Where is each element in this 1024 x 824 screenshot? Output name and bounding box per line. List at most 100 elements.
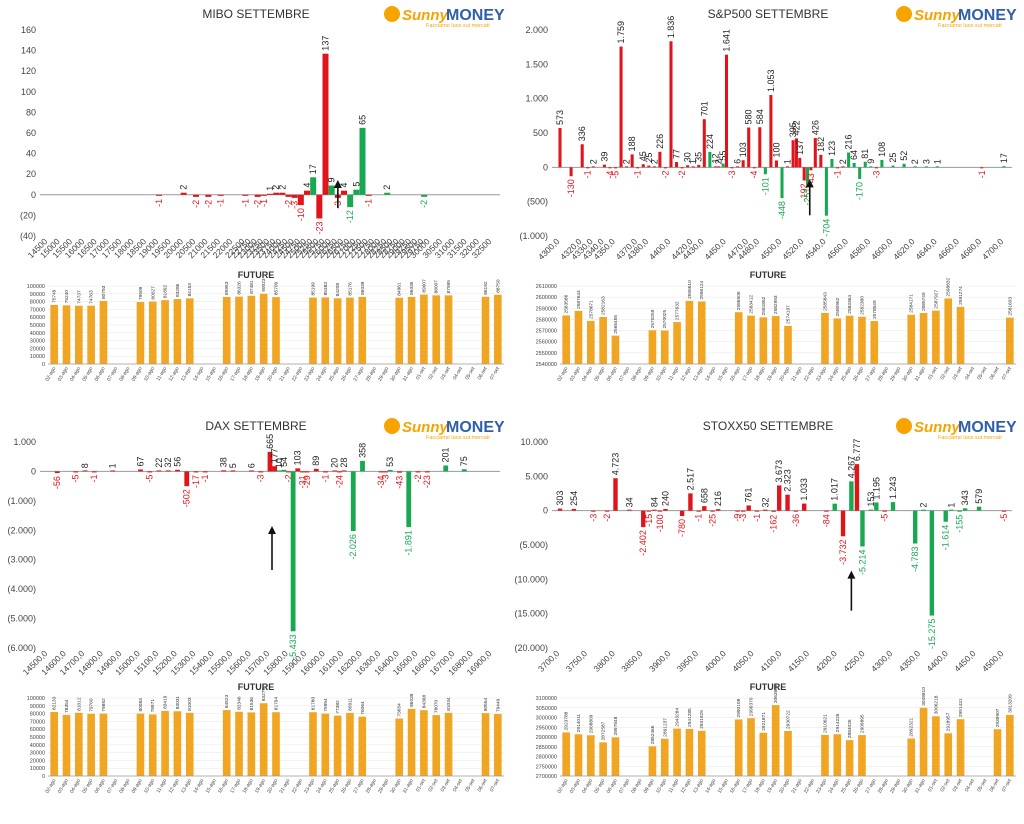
sp500-future-bar [1006, 317, 1014, 364]
dax-bar-label: 8 [80, 463, 90, 468]
mibo-bar-label: -3 [290, 201, 300, 209]
mibo-future-date-label: 05-ago [81, 366, 94, 383]
mibo-future-bar-label: 85383 [323, 282, 329, 296]
dax-arrow-head [268, 526, 276, 534]
stoxx50-future-y-tick-label: 2900000 [536, 735, 557, 741]
dax-future-date-label: 24-ago [316, 778, 329, 795]
sp500-bar [863, 161, 867, 168]
stoxx50-bar-label: -2 [602, 514, 612, 522]
sp500-future-bar [833, 318, 842, 364]
sp500-bar [713, 166, 717, 168]
mibo-future-bar [247, 295, 256, 364]
stoxx50-bar-label: -15 [644, 514, 654, 527]
mibo-future-bar-label: 87995 [446, 280, 452, 294]
dax-bar [54, 471, 60, 474]
dax-future-date-label: 07-set [489, 777, 501, 793]
dax-future-bar [99, 713, 108, 776]
mibo-future-date-label: 12-ago [168, 366, 181, 383]
stoxx50-future-bar [944, 733, 953, 776]
stoxx50-bar [943, 510, 948, 522]
sp500-future-bar [599, 317, 607, 364]
mibo-future-bar-label: 75240 [64, 290, 70, 304]
dax-future-bar [161, 710, 169, 776]
dax-future-date-label: 04-set [452, 777, 464, 793]
sp500-future-date-label: 02-ago [556, 366, 569, 383]
dax-future-y-tick-label: 70000 [30, 719, 45, 725]
mibo-future-date-label: 03-set [440, 365, 452, 381]
dax-future-bar [247, 712, 256, 776]
sp500-bar [647, 165, 651, 168]
mibo-future-date-label: 16-ago [217, 366, 230, 383]
mibo-future-date-label: 09-ago [131, 366, 144, 383]
sp500-bar-label: 224 [705, 134, 715, 149]
sp500-future-date-label: 06-set [989, 365, 1001, 381]
stoxx50-logo-word1: Sunny [914, 419, 960, 436]
stoxx50-future-bar-label: 2914226 [835, 713, 841, 732]
sp500-future-bar-label: 2584171 [909, 294, 915, 313]
stoxx50-bar-label: -3 [738, 514, 748, 522]
stoxx50-bar [785, 494, 790, 511]
stoxx50-y-tick-label: (10.000) [514, 574, 548, 584]
sp500-future-date-label: 25-ago [840, 366, 853, 383]
sp500-future-bar [562, 315, 570, 364]
dax-future-date-label: 13-ago [180, 778, 193, 795]
sp500-bar-label: -2 [660, 170, 670, 178]
sp500-bar-label: 3 [921, 159, 931, 164]
stoxx50-future-bar-label: 2921871 [761, 712, 767, 731]
stoxx50-bar-label: 343 [960, 490, 970, 505]
mibo-bar [193, 194, 199, 197]
mibo-future-date-label: 31-ago [402, 366, 415, 383]
stoxx50-future-date-label: 26-ago [852, 778, 865, 795]
mibo-bar-label: 9 [327, 178, 337, 183]
stoxx50-bar-label: 2.323 [783, 469, 793, 492]
sp500-bar [802, 167, 806, 181]
sp500-bar-label: -1 [583, 170, 593, 178]
panel-dax: DAX SETTEMBRE Sunny MONEY Facciamo luce sui… [0, 412, 512, 824]
dax-future-bar-label: 82133 [52, 696, 58, 710]
sp500-logo-word1: Sunny [914, 7, 960, 24]
sp500-future-bar-label: 2587644 [576, 290, 582, 309]
mibo-future-bar [74, 305, 83, 364]
stoxx50-future-bar-label: 2990108 [736, 698, 742, 717]
sp500-bar [625, 166, 629, 168]
mibo-future-date-label: 02-set [427, 365, 439, 381]
dax-bar-label: -5.433 [288, 634, 298, 660]
mibo-y-tick-label: 80 [26, 107, 36, 117]
sp500-future-date-label: 05-ago [593, 366, 606, 383]
dax-bar-label: 32 [163, 457, 173, 467]
sp500-bar-label: 39 [599, 152, 609, 162]
stoxx50-x-tick-label: 4250,0 [841, 648, 867, 674]
dax-future-date-label: 25-ago [328, 778, 341, 795]
dax-future-y-tick-label: 60000 [30, 727, 45, 733]
dax-bar-label: 665 [265, 434, 275, 449]
sp500-bar-label: 216 [844, 134, 854, 149]
stoxx50-future-bar-label: 2909895 [859, 714, 865, 733]
sp500-future-date-label: 09-ago [643, 366, 656, 383]
stoxx50-bar-label: -780 [677, 519, 687, 537]
sp500-bar-label: -170 [855, 182, 865, 200]
sp500-bar [809, 167, 813, 171]
mibo-bar [273, 192, 280, 195]
sp500-bar [798, 157, 802, 168]
dax-future-bar [395, 718, 404, 776]
sp500-future-bar-label: 2598832 [946, 277, 952, 296]
dax-bar [202, 471, 208, 473]
mibo-future-bar [272, 297, 280, 364]
sp500-bar [794, 138, 798, 168]
mibo-future-bar-label: 86192 [483, 281, 489, 295]
dax-bar [184, 471, 190, 487]
sp500-bar-label: 2 [588, 159, 598, 164]
sp500-future-bar [870, 321, 879, 364]
sp500-future-bar-label: 2596610 [687, 280, 693, 299]
mibo-y-tick-label: 160 [21, 25, 36, 35]
stoxx50-future-y-tick-label: 3000000 [536, 716, 557, 722]
sp500-future-date-label: 16-ago [729, 366, 742, 383]
sp500-bar-label: 2 [714, 159, 724, 164]
sp500-bar-label: 52 [899, 151, 909, 161]
sp500-bar-label: 2 [649, 159, 659, 164]
mibo-future-bar-label: 85176 [347, 282, 353, 296]
dax-future-bar-label: 83419 [163, 695, 169, 709]
sp500-bar [841, 166, 845, 168]
stoxx50-bar [696, 510, 701, 512]
